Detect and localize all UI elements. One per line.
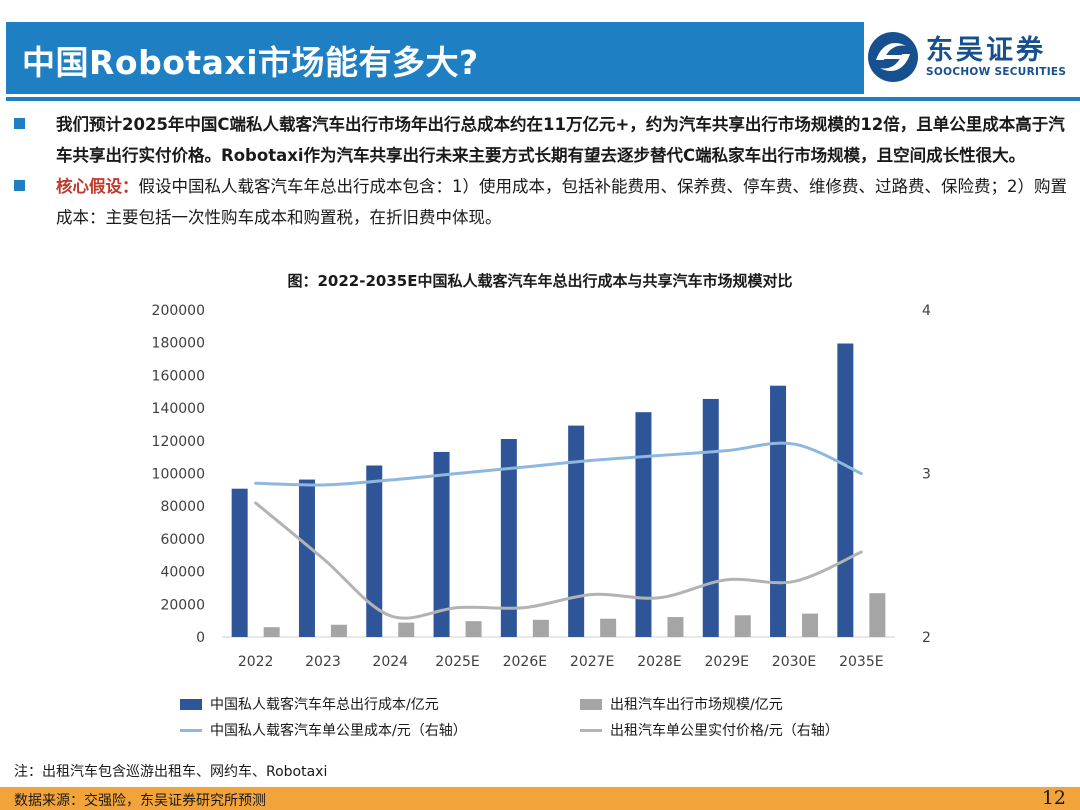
x-axis-tick-label: 2025E (435, 654, 479, 670)
legend-swatch-line (180, 729, 202, 732)
bullet-list: 我们预计2025年中国C端私人载客汽车出行市场年出行总成本约在11万亿元+，约为… (14, 109, 1074, 233)
page-title: 中国Robotaxi市场能有多大? (22, 43, 479, 82)
bullet-item: 核心假设：假设中国私人载客汽车年总出行成本包含：1）使用成本，包括补能费用、保养… (14, 171, 1074, 233)
bar-private-car-cost (568, 425, 585, 637)
left-axis-tick-label: 200000 (152, 303, 205, 319)
data-source: 数据来源：交强险，东吴证券研究所预测 (14, 793, 266, 809)
x-axis-tick-label: 2035E (839, 654, 883, 670)
left-axis-tick-label: 120000 (152, 434, 205, 450)
bar-taxi-market (869, 593, 886, 637)
bar-taxi-market (263, 627, 280, 637)
x-axis-tick-label: 2029E (705, 654, 749, 670)
legend-label: 中国私人载客汽车年总出行成本/亿元 (210, 697, 439, 713)
legend-swatch-bar (180, 699, 202, 710)
logo-text-en: SOOCHOW SECURITIES (926, 66, 1067, 78)
bullet-square-icon (14, 118, 25, 129)
bar-private-car-cost (837, 343, 854, 637)
left-axis-tick-label: 0 (196, 630, 205, 646)
x-axis-tick-label: 2026E (503, 654, 547, 670)
left-axis-tick-label: 40000 (160, 565, 205, 581)
logo-text-cn: 东吴证券 (926, 35, 1046, 66)
legend-swatch-bar (580, 699, 602, 710)
right-axis-tick-label: 2 (922, 630, 931, 646)
bar-private-car-cost (366, 465, 383, 637)
company-logo: 东吴证券 SOOCHOW SECURITIES (866, 26, 1076, 88)
chart-note: 注：出租汽车包含巡游出租车、网约车、Robotaxi (14, 764, 328, 780)
right-axis-tick-label: 4 (922, 303, 931, 319)
chart-title: 图：2022-2035E中国私人载客汽车年总出行成本与共享汽车市场规模对比 (287, 272, 793, 290)
footer-bar: 数据来源：交强险，东吴证券研究所预测 12 (0, 787, 1080, 810)
left-axis-tick-label: 140000 (152, 401, 205, 417)
x-axis-tick-label: 2024 (372, 654, 408, 670)
legend-label: 出租汽车出行市场规模/亿元 (610, 697, 783, 713)
page-number: 12 (1041, 787, 1066, 809)
chart-area: 0 20000 40000 60000 80000 100000 120000 140000 1… (152, 303, 931, 670)
x-axis-tick-label: 2023 (305, 654, 341, 670)
x-axis-tick-label: 2030E (772, 654, 816, 670)
line-taxi-unit-price (254, 501, 863, 620)
bar-private-car-cost (702, 398, 719, 637)
legend-label: 中国私人载客汽车单公里成本/元（右轴） (210, 723, 467, 739)
x-axis-tick-label: 2022 (238, 654, 274, 670)
header: 中国Robotaxi市场能有多大? 东吴证券 SOOCHOW SECURITIE… (0, 0, 1080, 101)
legend-label: 出租汽车单公里实付价格/元（右轴） (610, 723, 839, 739)
left-axis-tick-label: 80000 (160, 499, 205, 515)
left-axis-tick-label: 20000 (160, 597, 205, 613)
bar-private-car-cost (298, 479, 315, 637)
bar-taxi-market (667, 617, 684, 637)
chart-legend: 中国私人载客汽车年总出行成本/亿元 出租汽车出行市场规模/亿元 中国私人载客汽车… (0, 688, 1080, 744)
bar-private-car-cost (500, 439, 517, 637)
bullet-text: 假设中国私人载客汽车年总出行成本包含：1）使用成本，包括补能费用、保养费、停车费… (56, 177, 1067, 227)
bar-taxi-market (465, 621, 482, 637)
x-axis-tick-label: 2027E (570, 654, 614, 670)
bullet-item: 我们预计2025年中国C端私人载客汽车出行市场年出行总成本约在11万亿元+，约为… (14, 109, 1074, 171)
bullet-key-label: 核心假设： (56, 177, 139, 196)
title-divider (6, 97, 1080, 101)
bar-taxi-market (802, 613, 819, 637)
bar-taxi-market (398, 622, 415, 637)
bar-private-car-cost (635, 412, 652, 637)
bar-private-car-cost (433, 451, 450, 637)
bar-taxi-market (600, 618, 617, 637)
bar-taxi-market (330, 624, 347, 637)
bar-private-car-cost (231, 488, 248, 637)
bar-taxi-market (734, 615, 751, 637)
bullet-square-icon (14, 180, 25, 191)
line-private-car-unit-cost (254, 441, 863, 487)
left-axis-tick-label: 180000 (152, 336, 205, 352)
left-axis-tick-label: 60000 (160, 532, 205, 548)
bar-taxi-market (532, 619, 549, 637)
bullet-text: 我们预计2025年中国C端私人载客汽车出行市场年出行总成本约在11万亿元+，约为… (56, 115, 1065, 165)
left-axis-tick-label: 160000 (152, 368, 205, 384)
right-axis-tick-label: 3 (922, 467, 931, 483)
x-axis-tick-label: 2028E (637, 654, 681, 670)
soochow-logo-icon (868, 32, 918, 82)
title-band: 中国Robotaxi市场能有多大? (6, 22, 864, 94)
legend-swatch-line (580, 729, 602, 732)
bar-private-car-cost (770, 385, 787, 637)
left-axis-tick-label: 100000 (152, 467, 205, 483)
